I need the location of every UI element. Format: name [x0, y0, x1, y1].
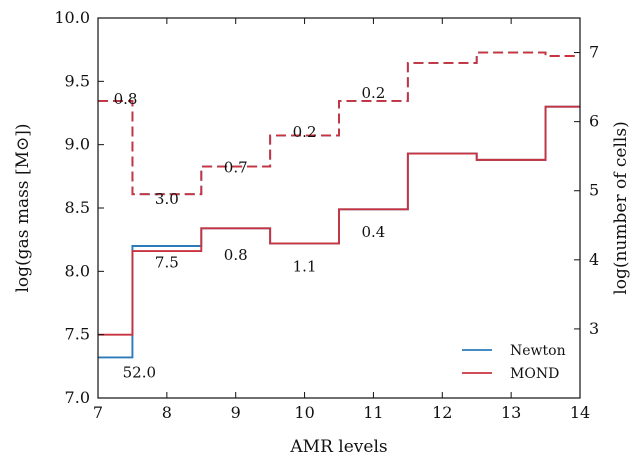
line-mond-mass — [98, 105, 580, 336]
y2-tick-label: 6 — [589, 112, 599, 131]
y-tick-label: 8.0 — [65, 261, 90, 280]
y-tick-label: 7.0 — [65, 388, 90, 407]
y2-tick-label: 4 — [589, 250, 599, 269]
line-series-3-cells — [98, 51, 580, 196]
y-tick-label: 7.5 — [65, 325, 90, 344]
x-tick-label: 7 — [93, 403, 103, 422]
ratio-annotation: 1.1 — [293, 257, 317, 275]
annotations: 52.0 7.5 0.8 1.1 0.4 0.8 3.0 0.7 0.2 0.2 — [114, 84, 386, 382]
y-tick-label: 10.0 — [54, 8, 90, 27]
ratio-annotation: 0.2 — [361, 84, 385, 102]
ratio-annotation: 0.7 — [224, 159, 248, 177]
y2-tick-label: 5 — [589, 181, 599, 200]
y2-tick-label: 7 — [589, 43, 599, 62]
x-tick-label: 13 — [501, 403, 521, 422]
ratio-annotation: 0.2 — [293, 123, 317, 141]
ratio-annotation: 52.0 — [123, 364, 156, 382]
x-tick-label: 8 — [162, 403, 172, 422]
ratio-annotation: 0.8 — [224, 246, 248, 264]
y2-axis-title: log(number of cells) — [611, 121, 631, 294]
ratio-annotation: 0.8 — [114, 90, 138, 108]
x-tick-label: 12 — [432, 403, 452, 422]
x-axis-title: AMR levels — [289, 437, 387, 457]
x-tick-label: 14 — [570, 403, 590, 422]
y-axis-title: log(gas mass [M⊙]) — [13, 124, 33, 293]
y2-tick-label: 3 — [589, 319, 599, 338]
ratio-annotation: 3.0 — [155, 190, 179, 208]
x-tick-label: 10 — [294, 403, 314, 422]
x-tick-label: 11 — [363, 403, 383, 422]
ratio-annotation: 7.5 — [155, 254, 179, 272]
x-tick-label: 9 — [231, 403, 241, 422]
y-tick-label: 9.5 — [65, 71, 90, 90]
legend-mond-label: MOND — [510, 366, 559, 382]
plot-lines — [98, 51, 580, 359]
legend-newton-label: Newton — [510, 343, 566, 359]
y-tick-label: 9.0 — [65, 135, 90, 154]
ratio-annotation: 0.4 — [361, 223, 385, 241]
legend: Newton MOND — [462, 343, 566, 382]
y-tick-label: 8.5 — [65, 198, 90, 217]
axis-ticks: 7 8 9 10 11 12 13 14 7.0 7.5 8.0 8.5 9.0 9.5 10.0 3 4 5 6 7 — [54, 8, 599, 422]
